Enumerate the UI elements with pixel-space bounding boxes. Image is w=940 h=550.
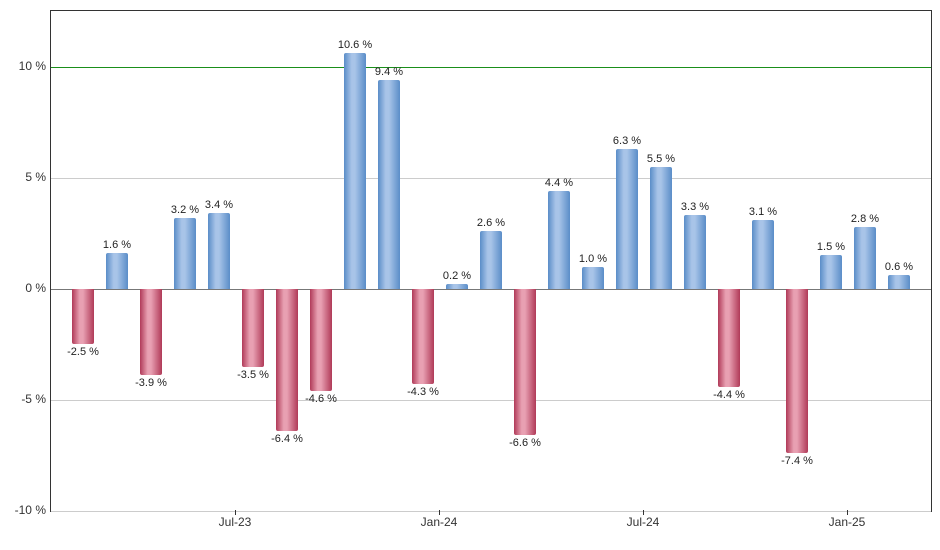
- bar: [310, 289, 332, 391]
- bar: [582, 267, 604, 289]
- bar-value-label: -4.6 %: [305, 393, 337, 405]
- bar: [242, 289, 264, 367]
- bar: [718, 289, 740, 387]
- x-axis-tick-label: Jan-25: [829, 515, 866, 529]
- bar: [174, 218, 196, 289]
- bar: [514, 289, 536, 436]
- reference-line: [51, 67, 931, 68]
- bar-value-label: 9.4 %: [375, 66, 403, 78]
- bar-value-label: -3.5 %: [237, 369, 269, 381]
- bar-value-label: 10.6 %: [338, 39, 372, 51]
- bar-value-label: 3.2 %: [171, 204, 199, 216]
- bar: [888, 275, 910, 288]
- y-axis-tick-label: -10 %: [6, 503, 46, 517]
- bar-value-label: 0.6 %: [885, 261, 913, 273]
- bar-value-label: -3.9 %: [135, 377, 167, 389]
- bar-chart: -2.5 % 1.6 % -3.9 % 3.2 % 3.4 % -3.5 % -6.4 % -…: [0, 0, 940, 550]
- bar-value-label: 6.3 %: [613, 135, 641, 147]
- bar: [752, 220, 774, 289]
- bar-value-label: 3.3 %: [681, 201, 709, 213]
- bar-value-label: 5.5 %: [647, 153, 675, 165]
- bar: [106, 253, 128, 289]
- gridline: [51, 178, 931, 179]
- gridline: [51, 511, 931, 512]
- bar: [208, 213, 230, 289]
- bar-value-label: 0.2 %: [443, 270, 471, 282]
- bar: [786, 289, 808, 453]
- bar-value-label: -4.3 %: [407, 386, 439, 398]
- bar: [616, 149, 638, 289]
- x-axis-tick-label: Jul-23: [219, 515, 252, 529]
- bar: [480, 231, 502, 289]
- bar-value-label: -4.4 %: [713, 389, 745, 401]
- bar-value-label: 1.6 %: [103, 239, 131, 251]
- bar: [548, 191, 570, 289]
- bar-value-label: -6.6 %: [509, 437, 541, 449]
- bar: [140, 289, 162, 376]
- bar-value-label: -2.5 %: [67, 346, 99, 358]
- bar-value-label: -6.4 %: [271, 433, 303, 445]
- plot-area: -2.5 % 1.6 % -3.9 % 3.2 % 3.4 % -3.5 % -6.4 % -…: [50, 10, 932, 512]
- bar: [276, 289, 298, 431]
- bar: [446, 284, 468, 288]
- bar-value-label: 1.0 %: [579, 253, 607, 265]
- bar: [412, 289, 434, 385]
- bar-value-label: 1.5 %: [817, 241, 845, 253]
- bar-value-label: 4.4 %: [545, 177, 573, 189]
- y-axis-tick-label: 5 %: [6, 170, 46, 184]
- bar: [854, 227, 876, 289]
- x-axis-tick-label: Jan-24: [421, 515, 458, 529]
- y-axis-tick-label: -5 %: [6, 392, 46, 406]
- bar: [650, 167, 672, 289]
- bar-value-label: 3.4 %: [205, 199, 233, 211]
- bar: [820, 255, 842, 288]
- x-axis-tick-label: Jul-24: [627, 515, 660, 529]
- bar: [72, 289, 94, 345]
- bar-value-label: 2.8 %: [851, 213, 879, 225]
- y-axis-tick-label: 10 %: [6, 59, 46, 73]
- bar: [684, 215, 706, 288]
- bar-value-label: 3.1 %: [749, 206, 777, 218]
- bar-value-label: 2.6 %: [477, 217, 505, 229]
- bar: [378, 80, 400, 289]
- y-axis-tick-label: 0 %: [6, 281, 46, 295]
- bar: [344, 53, 366, 289]
- bar-value-label: -7.4 %: [781, 455, 813, 467]
